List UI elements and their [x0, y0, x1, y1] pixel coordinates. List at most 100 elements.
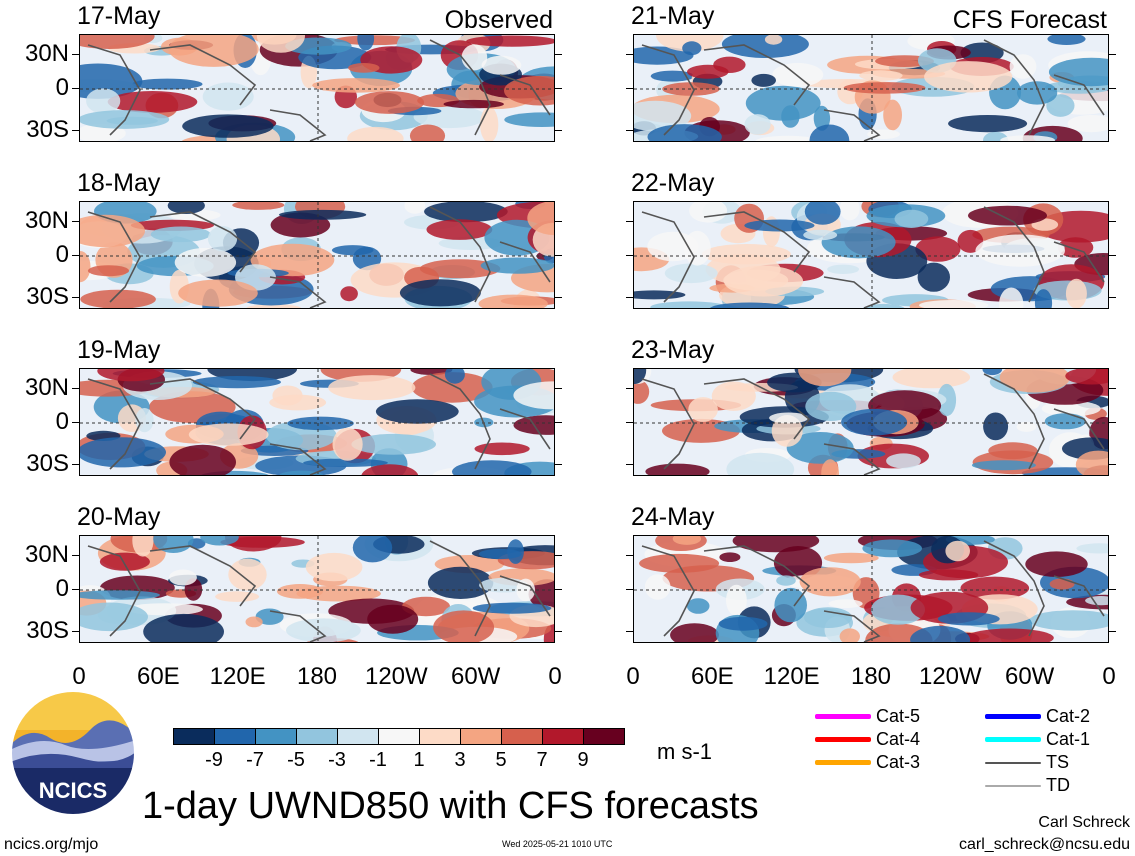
- lat-tick: [72, 422, 79, 423]
- colorbar-swatch: [173, 728, 215, 745]
- footer-site[interactable]: ncics.org/mjo: [4, 836, 99, 853]
- wind-anomaly-map: [79, 201, 555, 309]
- coastline: [641, 378, 695, 470]
- lat-tick: [1109, 54, 1116, 55]
- coastline: [499, 74, 551, 116]
- coastline: [87, 211, 141, 303]
- lat-tick: [1109, 631, 1116, 632]
- lat-tick: [555, 88, 562, 89]
- lon-tick-label: 180: [850, 663, 892, 690]
- coastline: [149, 545, 257, 607]
- coastline: [1053, 241, 1105, 283]
- colorbar-label: -5: [287, 749, 305, 771]
- coastline: [429, 540, 491, 637]
- lat-tick: [626, 297, 633, 298]
- lat-tick: [72, 255, 79, 256]
- wind-anomaly-map: [633, 535, 1109, 643]
- lat-tick-label: 30N: [24, 374, 69, 401]
- coastline: [983, 206, 1045, 303]
- colorbar-swatch: [501, 728, 543, 745]
- coastline: [983, 373, 1045, 470]
- colorbar-label: 1: [413, 749, 425, 771]
- lat-tick: [555, 388, 562, 389]
- coastline: [429, 39, 491, 136]
- coastline: [87, 44, 141, 136]
- coastline: [823, 109, 881, 141]
- colorbar-swatch: [460, 728, 502, 745]
- lat-tick: [1109, 464, 1116, 465]
- lat-tick: [1109, 255, 1116, 256]
- lon-tick-label: 180: [296, 663, 338, 690]
- wind-anomaly-map: [79, 368, 555, 476]
- lat-tick: [1109, 297, 1116, 298]
- footer-email[interactable]: carl_schreck@ncsu.edu: [959, 836, 1130, 853]
- coastline: [87, 545, 141, 637]
- panel-date-label: 21-May: [631, 2, 715, 30]
- panel-date-label: 20-May: [77, 503, 161, 531]
- coastline: [703, 545, 811, 607]
- coastline: [499, 408, 551, 450]
- legend-label: Cat-5: [876, 706, 921, 726]
- lat-tick: [555, 422, 562, 423]
- lon-tick-label: 120W: [364, 663, 428, 690]
- colorbar-label: 7: [536, 749, 548, 771]
- colorbar-swatch: [255, 728, 297, 745]
- coastline: [983, 39, 1045, 136]
- lat-tick: [626, 54, 633, 55]
- lat-tick-label: 30N: [24, 541, 69, 568]
- panel-date-label: 18-May: [77, 169, 161, 197]
- coastline: [641, 211, 695, 303]
- legend-swatch: [985, 762, 1041, 764]
- lon-tick-label: 60W: [1004, 663, 1055, 690]
- coastline: [269, 109, 327, 141]
- wind-anomaly-map: [633, 34, 1109, 142]
- lat-tick: [72, 388, 79, 389]
- figure-title: 1-day UWND850 with CFS forecasts: [142, 785, 759, 827]
- panel-date-label: 24-May: [631, 503, 715, 531]
- coastline: [429, 206, 491, 303]
- colorbar-swatch: [214, 728, 256, 745]
- lat-tick-label: 0: [55, 575, 69, 602]
- coastline: [149, 378, 257, 440]
- colorbar-swatch: [296, 728, 338, 745]
- panel-source-tag: CFS Forecast: [952, 6, 1107, 34]
- coastline: [1053, 408, 1105, 450]
- wind-anomaly-map: [79, 34, 555, 142]
- colorbar-label: 9: [577, 749, 589, 771]
- lat-tick: [626, 464, 633, 465]
- coastline: [823, 610, 881, 642]
- wind-anomaly-map: [633, 201, 1109, 309]
- colorbar-label: -3: [328, 749, 346, 771]
- lat-tick: [1109, 422, 1116, 423]
- lat-tick-label: 30S: [26, 617, 69, 644]
- legend-label: Cat-4: [876, 729, 921, 749]
- lat-tick: [626, 422, 633, 423]
- ncics-logo: NCICS: [10, 690, 136, 816]
- lon-tick-label: 0: [548, 663, 562, 690]
- coastline: [269, 443, 327, 475]
- panel-date-label: 19-May: [77, 336, 161, 364]
- lat-tick: [555, 54, 562, 55]
- coastline: [1053, 575, 1105, 617]
- colorbar-label: 5: [495, 749, 507, 771]
- lat-tick: [626, 88, 633, 89]
- lat-tick: [1109, 555, 1116, 556]
- coastline: [823, 276, 881, 308]
- coastline: [149, 211, 257, 273]
- logo-text: NCICS: [39, 778, 107, 803]
- coastline: [983, 540, 1045, 637]
- lat-tick: [1109, 130, 1116, 131]
- legend-swatch: [815, 714, 871, 719]
- coastline: [823, 443, 881, 475]
- colorbar-units: m s-1: [657, 739, 712, 764]
- lat-tick-label: 30N: [24, 207, 69, 234]
- colorbar-swatch: [583, 728, 625, 745]
- lat-tick: [555, 464, 562, 465]
- colorbar-label: -7: [246, 749, 264, 771]
- coastline: [269, 276, 327, 308]
- coastline: [641, 545, 695, 637]
- lat-tick-label: 30S: [26, 283, 69, 310]
- legend-swatch: [815, 737, 871, 742]
- lat-tick: [72, 54, 79, 55]
- lat-tick: [626, 589, 633, 590]
